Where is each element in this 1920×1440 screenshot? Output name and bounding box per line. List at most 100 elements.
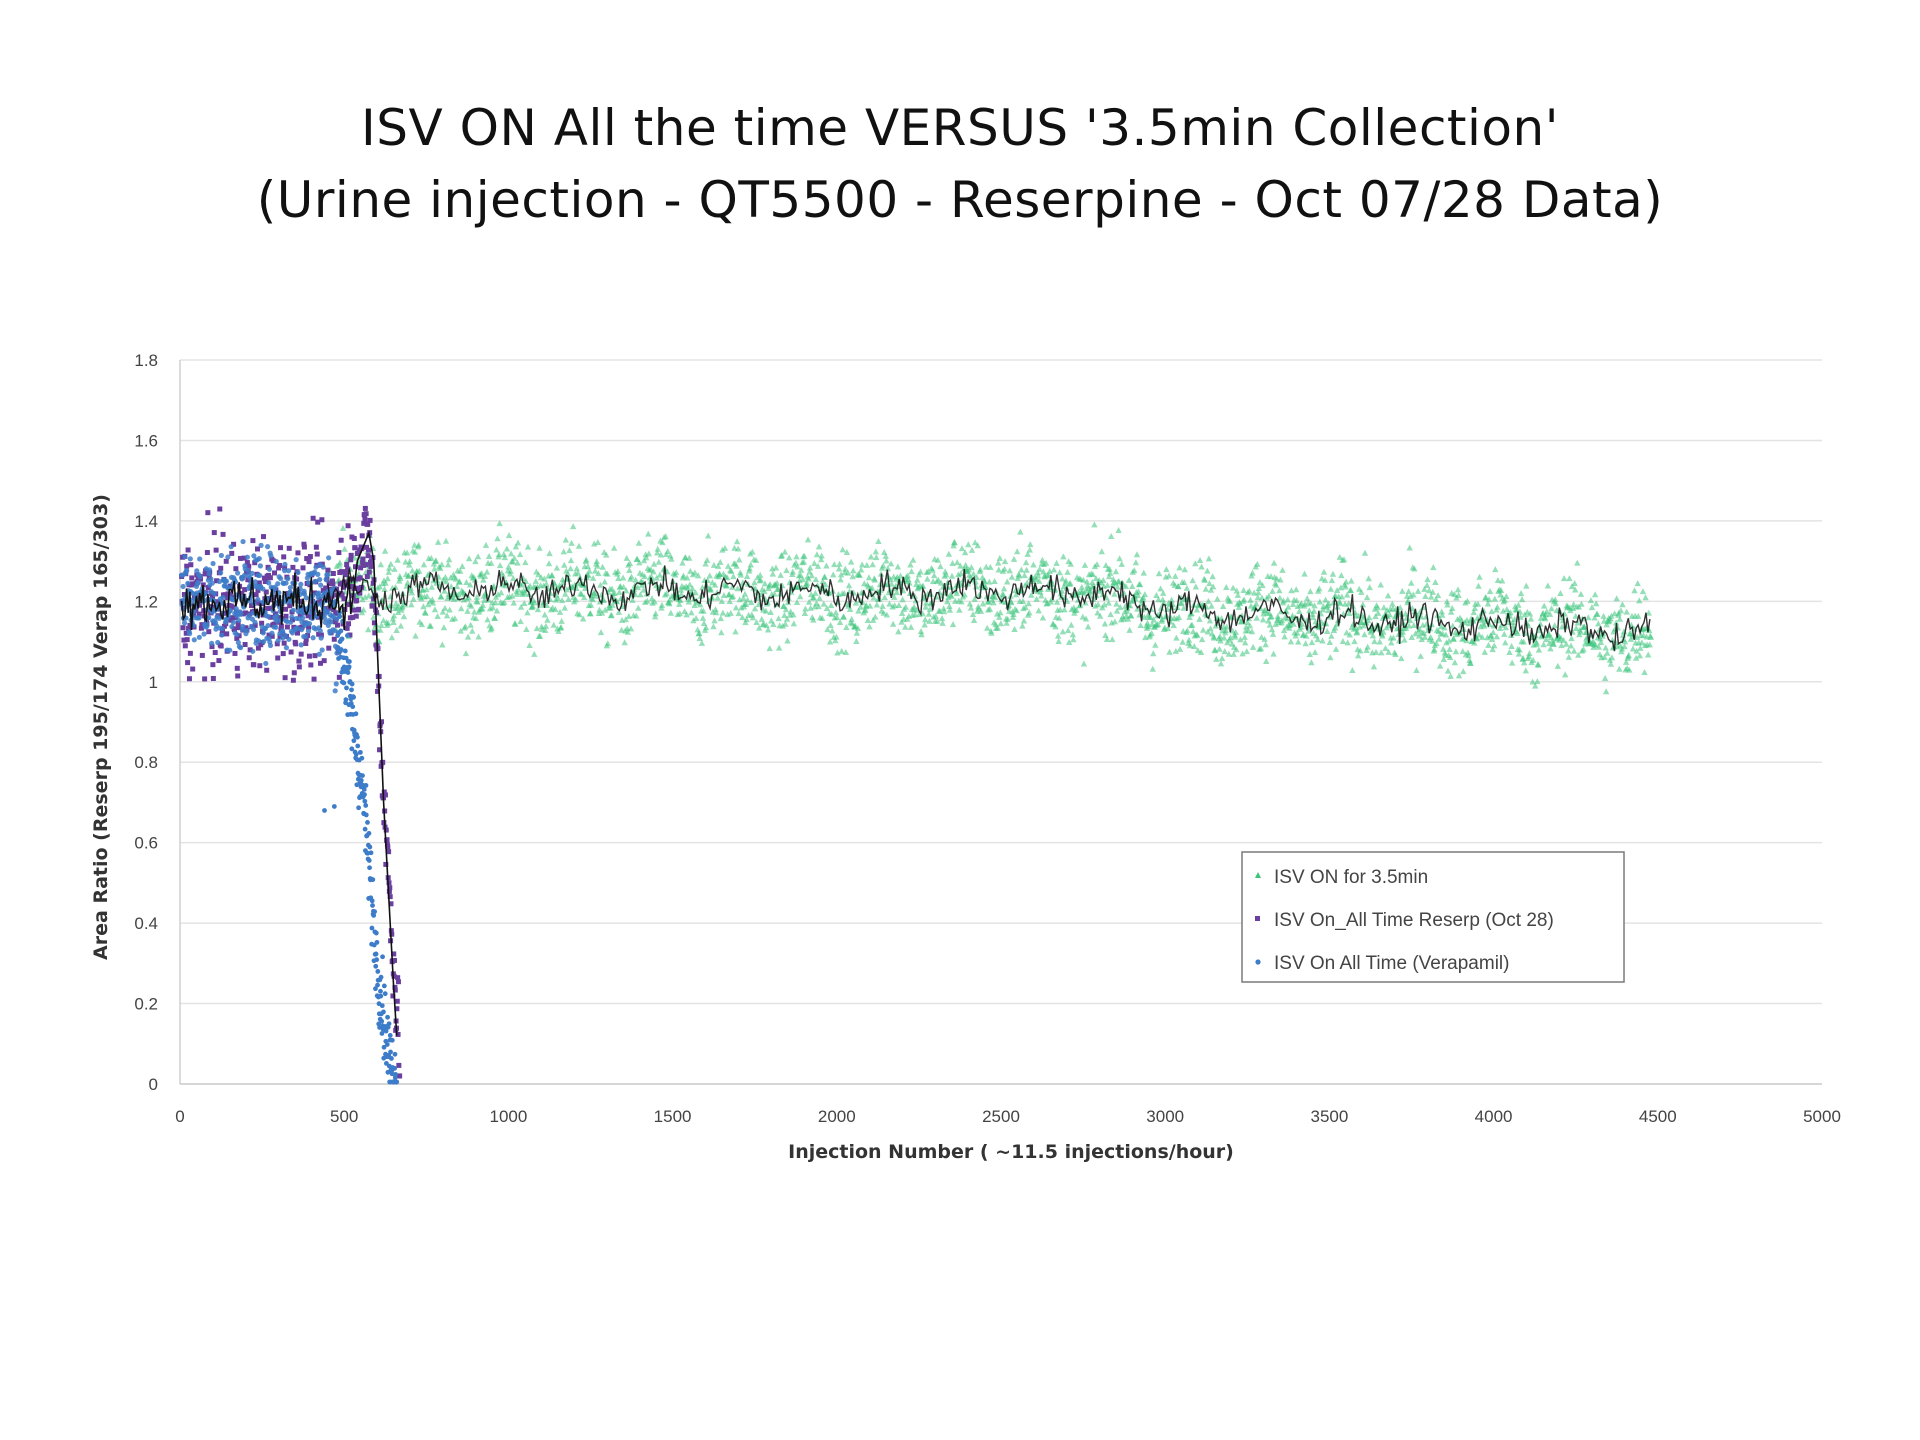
- data-point: [531, 599, 539, 606]
- data-point: [285, 568, 292, 574]
- data-point: [793, 553, 800, 560]
- data-point: [895, 601, 903, 608]
- data-point: [377, 626, 384, 633]
- data-point: [1255, 589, 1262, 596]
- data-point: [997, 609, 1004, 616]
- data-point: [542, 622, 550, 629]
- data-point: [735, 610, 742, 617]
- data-point: [245, 577, 251, 583]
- data-point: [1281, 633, 1288, 640]
- data-point: [227, 591, 233, 597]
- data-point: [1388, 639, 1395, 646]
- data-point: [356, 606, 362, 612]
- data-point: [589, 574, 597, 581]
- data-point: [917, 628, 925, 635]
- data-point: [573, 565, 581, 572]
- data-point: [814, 582, 821, 589]
- data-point: [1080, 576, 1087, 583]
- data-point: [824, 626, 831, 633]
- data-point: [219, 632, 225, 638]
- data-point: [1013, 548, 1021, 555]
- data-point: [828, 610, 835, 617]
- data-point: [404, 579, 411, 586]
- data-point: [782, 606, 790, 613]
- data-point: [599, 563, 606, 570]
- data-point: [338, 628, 344, 634]
- data-point: [622, 616, 629, 623]
- data-point: [1116, 603, 1124, 610]
- data-point: [472, 615, 480, 622]
- data-point: [1450, 635, 1457, 642]
- data-point: [1175, 613, 1183, 620]
- data-point: [1168, 596, 1175, 603]
- data-point: [995, 559, 1002, 566]
- data-point: [536, 544, 543, 551]
- data-point: [554, 594, 562, 601]
- data-point: [1406, 544, 1413, 551]
- data-point: [1057, 606, 1064, 613]
- data-point: [1435, 635, 1443, 642]
- data-point: [909, 556, 917, 563]
- data-point: [799, 576, 806, 583]
- data-point: [1158, 616, 1166, 623]
- data-point: [316, 651, 322, 657]
- data-point: [241, 555, 247, 561]
- data-point: [181, 637, 187, 643]
- data-point: [777, 571, 784, 578]
- data-point: [312, 578, 318, 585]
- data-point: [666, 596, 674, 603]
- data-point: [1194, 631, 1201, 638]
- data-point: [501, 599, 508, 606]
- data-point: [1021, 572, 1028, 579]
- data-point: [310, 515, 316, 521]
- data-point: [1225, 650, 1233, 657]
- data-point: [1608, 654, 1616, 661]
- data-point: [1425, 587, 1433, 594]
- data-point: [1240, 587, 1247, 594]
- data-point: [842, 565, 849, 572]
- data-point: [940, 605, 947, 612]
- data-point: [336, 550, 342, 556]
- data-point: [353, 751, 359, 757]
- data-point: [243, 610, 249, 616]
- data-point: [187, 622, 193, 628]
- data-point: [1092, 574, 1100, 581]
- data-point: [294, 625, 300, 631]
- data-point: [474, 553, 482, 560]
- data-point: [365, 521, 371, 527]
- data-point: [439, 641, 446, 648]
- data-point: [428, 583, 436, 590]
- data-point: [217, 506, 223, 512]
- data-point: [1258, 633, 1265, 640]
- data-point: [306, 559, 312, 565]
- data-point: [1306, 651, 1314, 658]
- data-point: [257, 663, 263, 669]
- data-point: [889, 620, 897, 627]
- data-point: [361, 786, 367, 792]
- data-point: [431, 606, 439, 613]
- data-point: [1612, 619, 1620, 626]
- data-point: [496, 562, 504, 569]
- data-point: [1306, 607, 1313, 614]
- data-point: [683, 574, 691, 581]
- data-point: [363, 803, 369, 808]
- data-point: [312, 653, 318, 659]
- data-point: [512, 543, 520, 550]
- data-point: [1600, 612, 1607, 619]
- data-point: [316, 600, 322, 606]
- data-point: [873, 601, 881, 608]
- data-point: [656, 571, 664, 578]
- data-point: [633, 612, 640, 619]
- data-point: [772, 564, 780, 571]
- data-point: [474, 598, 481, 605]
- data-point: [922, 616, 929, 623]
- data-point: [735, 556, 743, 563]
- data-point: [1091, 521, 1098, 528]
- data-point: [1632, 654, 1640, 661]
- data-point: [381, 547, 389, 554]
- data-point: [1148, 630, 1155, 637]
- data-point: [1432, 578, 1439, 585]
- data-point: [330, 570, 336, 576]
- data-point: [411, 541, 418, 548]
- data-point: [357, 575, 363, 581]
